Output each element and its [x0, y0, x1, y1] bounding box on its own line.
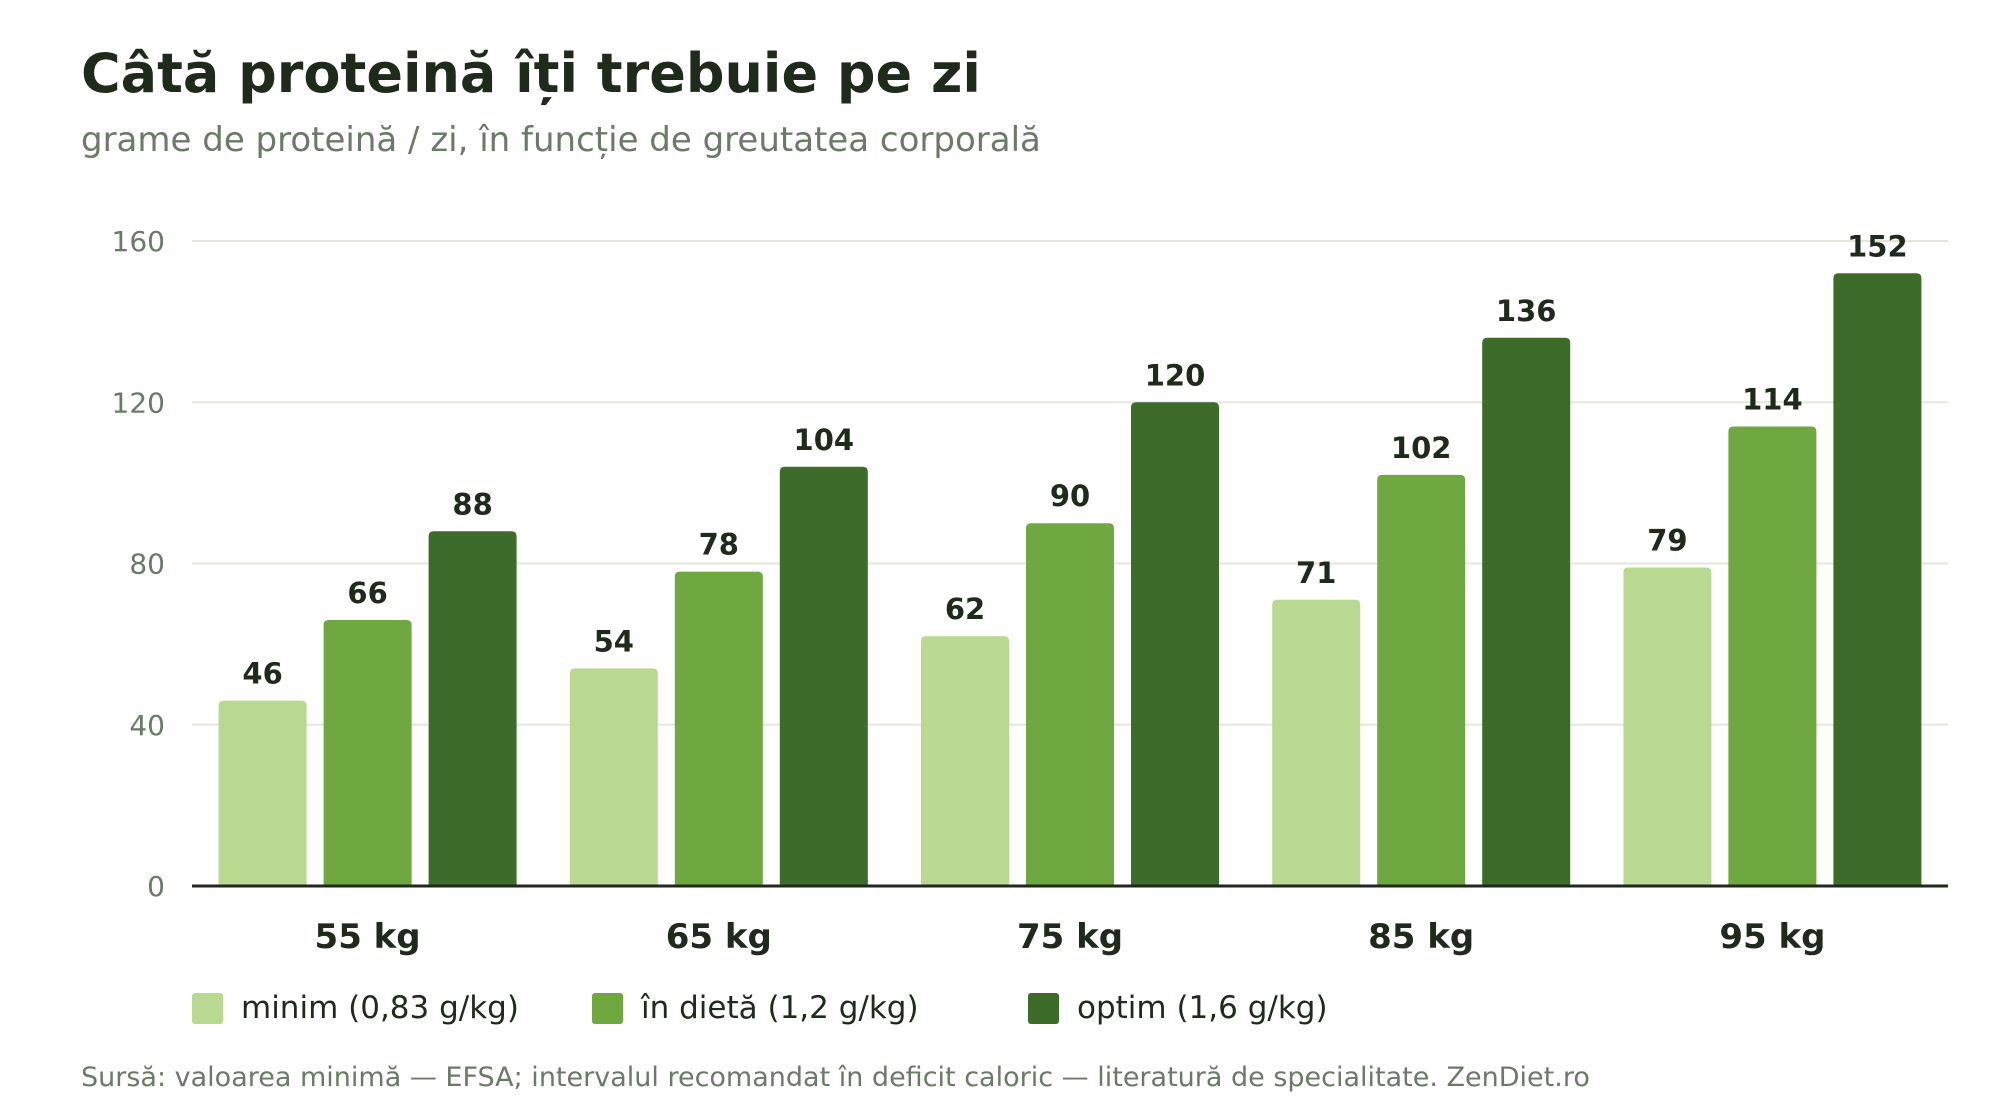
legend-swatch-optim — [1028, 992, 1059, 1024]
bar — [1131, 402, 1219, 886]
legend-item-dieta: în dietă (1,2 g/kg) — [592, 988, 919, 1028]
legend-label-minim: minim (0,83 g/kg) — [241, 990, 519, 1026]
legend-item-optim: optim (1,6 g/kg) — [1028, 988, 1328, 1028]
data-label: 78 — [699, 528, 739, 562]
data-label: 71 — [1296, 556, 1336, 590]
data-label: 120 — [1145, 358, 1206, 392]
legend-item-minim: minim (0,83 g/kg) — [192, 988, 519, 1028]
data-label: 114 — [1742, 382, 1803, 416]
bar — [569, 668, 658, 886]
bar — [1728, 426, 1817, 886]
data-label: 46 — [242, 657, 282, 691]
legend-label-dieta: în dietă (1,2 g/kg) — [641, 990, 919, 1026]
data-label: 104 — [794, 423, 855, 457]
bar — [218, 700, 307, 886]
y-tick-label: 160 — [112, 225, 165, 258]
bar — [1482, 337, 1571, 886]
bar — [1623, 567, 1712, 886]
data-label: 90 — [1050, 479, 1090, 513]
data-label: 136 — [1496, 294, 1557, 328]
bar — [779, 466, 868, 886]
legend-label-optim: optim (1,6 g/kg) — [1077, 990, 1328, 1026]
bar — [1272, 599, 1361, 886]
bar — [1833, 273, 1922, 886]
bar — [323, 619, 412, 886]
bar — [674, 571, 763, 886]
data-label: 152 — [1847, 229, 1908, 263]
bar — [1026, 523, 1114, 886]
y-tick-label: 40 — [129, 709, 165, 742]
chart-subtitle: grame de proteină / zi, în funcție de gr… — [81, 120, 1041, 160]
bar — [428, 531, 517, 886]
data-label: 62 — [945, 592, 985, 626]
data-label: 88 — [452, 487, 492, 521]
chart-legend: minim (0,83 g/kg) în dietă (1,2 g/kg) op… — [192, 988, 1492, 1028]
x-tick-label: 95 kg — [1719, 917, 1825, 957]
x-tick-label: 65 kg — [666, 917, 772, 957]
y-tick-label: 0 — [147, 870, 165, 903]
x-tick-label: 85 kg — [1368, 917, 1474, 957]
data-label: 102 — [1391, 431, 1452, 465]
source-note: Sursă: valoarea minimă — EFSA; intervalu… — [81, 1062, 1590, 1093]
x-tick-label: 55 kg — [315, 917, 421, 957]
bar — [1377, 474, 1466, 886]
chart-title: Câtă proteină îți trebuie pe zi — [81, 42, 981, 105]
y-tick-label: 120 — [112, 386, 165, 419]
legend-swatch-dieta — [592, 992, 623, 1024]
data-label: 66 — [347, 576, 387, 610]
data-label: 54 — [594, 624, 634, 658]
y-tick-label: 80 — [129, 548, 165, 581]
bar — [921, 636, 1009, 886]
legend-swatch-minim — [192, 992, 223, 1024]
data-label: 79 — [1647, 524, 1687, 558]
x-tick-label: 75 kg — [1017, 917, 1123, 957]
